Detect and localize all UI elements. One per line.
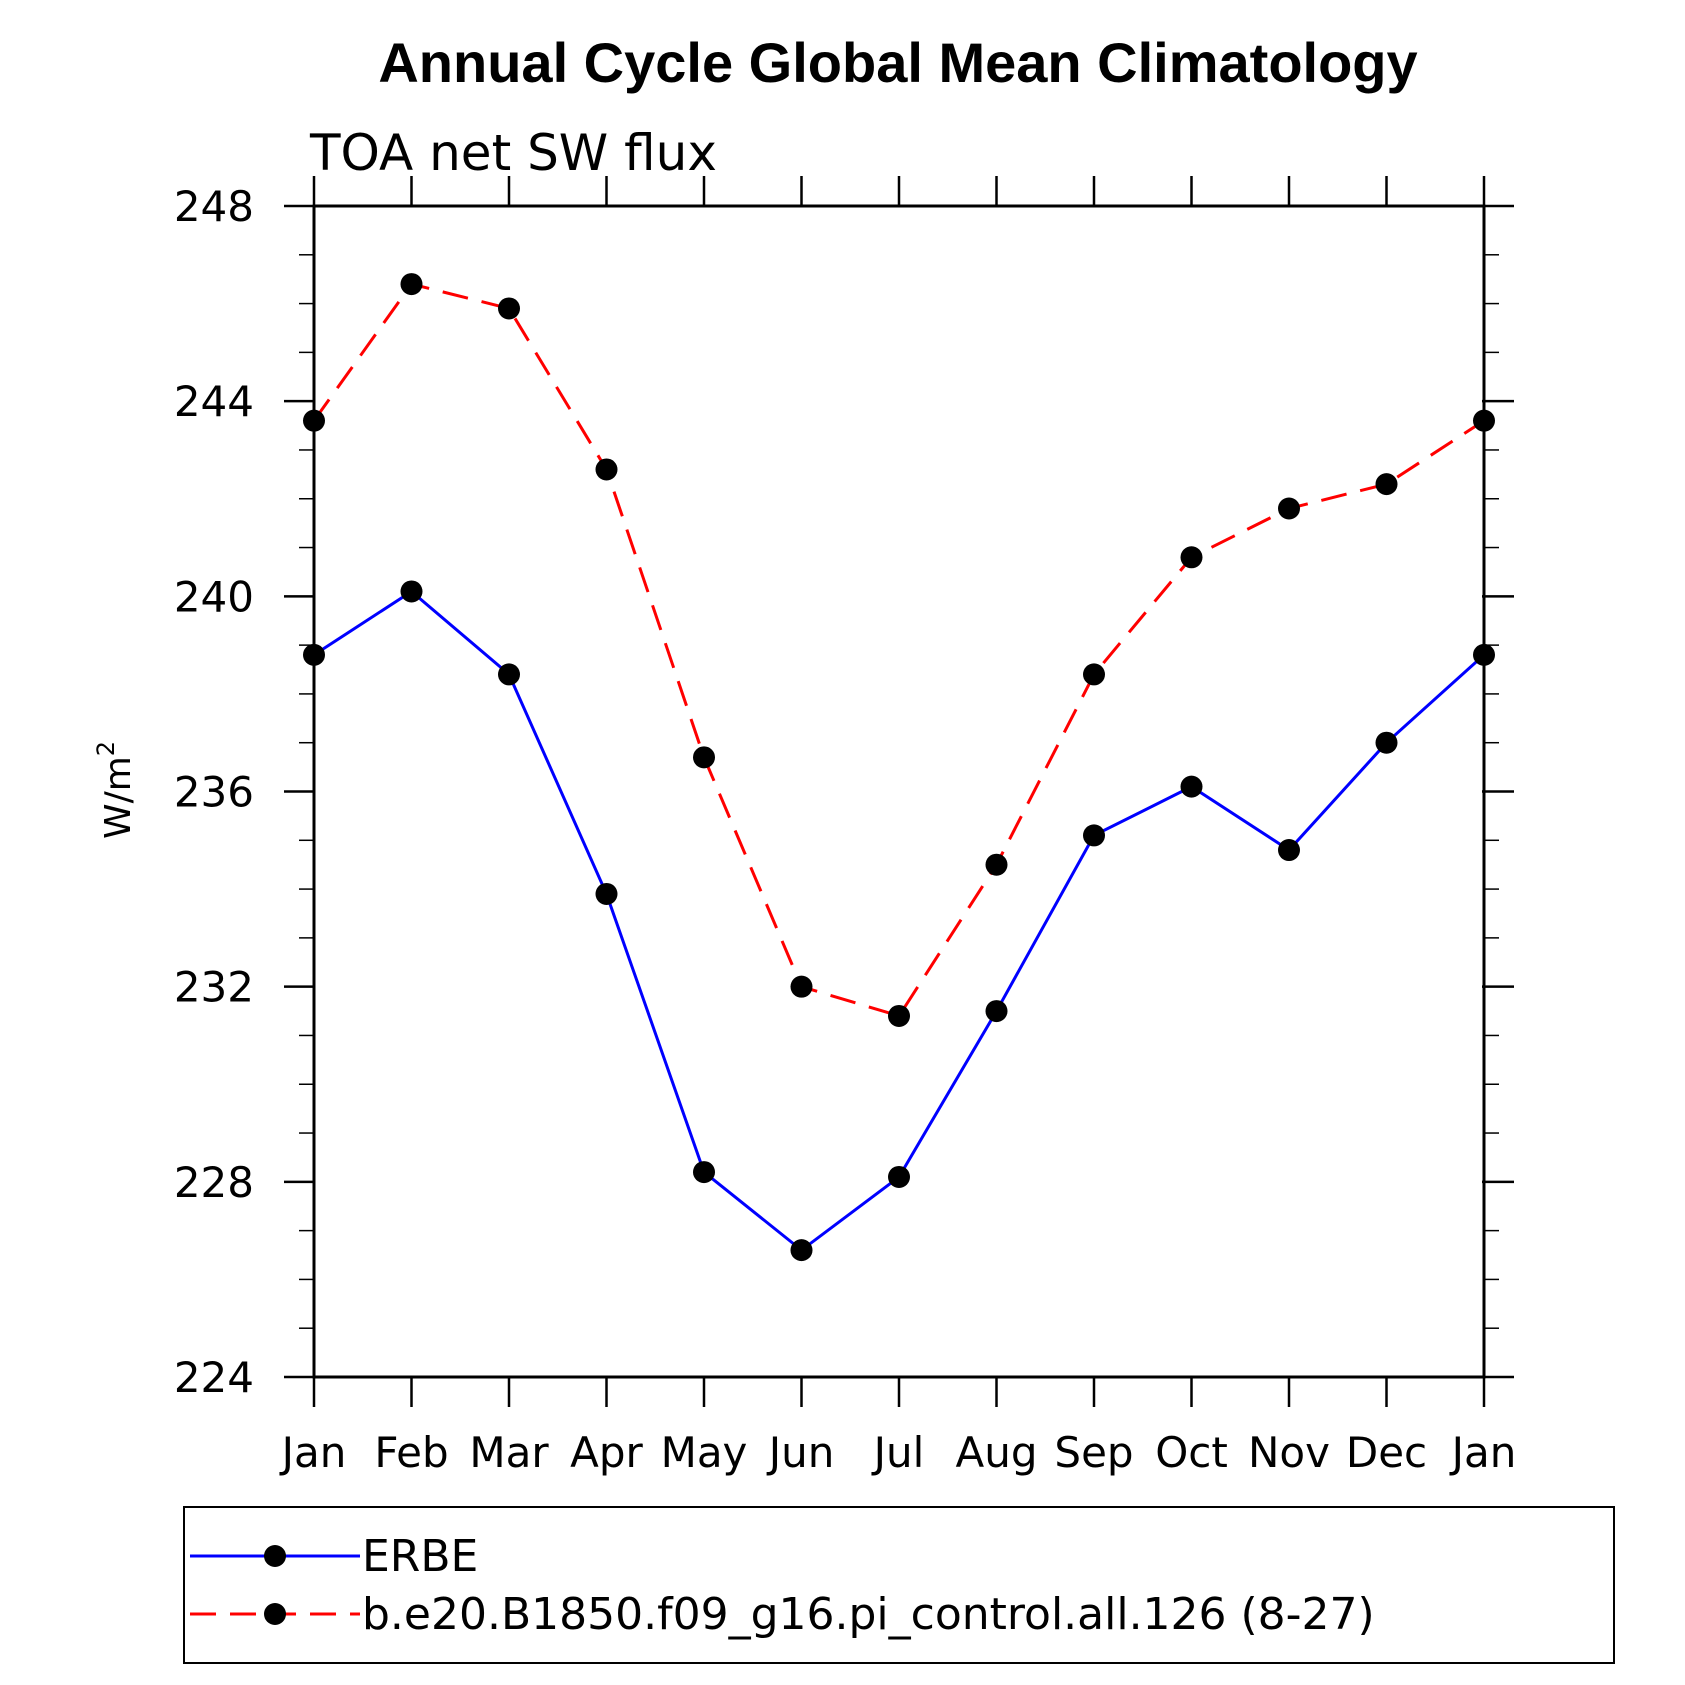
x-tick-label: May — [661, 1428, 748, 1477]
y-tick-label: 232 — [174, 963, 254, 1012]
y-axis-label-superscript: 2 — [92, 741, 120, 756]
series-1-point — [985, 1000, 1008, 1023]
series-1-point — [693, 1161, 715, 1184]
series-1-point — [303, 643, 325, 666]
x-tick-label: Oct — [1155, 1428, 1228, 1477]
series-2-point — [1375, 473, 1398, 496]
series-2-point — [888, 1004, 910, 1027]
series-1-point — [888, 1165, 910, 1188]
y-tick-label: 228 — [174, 1158, 254, 1207]
series-2-point — [303, 409, 325, 432]
series-1-point — [1278, 839, 1300, 862]
series-2-point — [400, 273, 423, 296]
series-1-point — [595, 882, 618, 905]
x-tick-label: Dec — [1346, 1428, 1427, 1477]
series-line-2 — [312, 282, 1485, 1018]
legend-label-2: b.e20.B1850.f09_g16.pi_control.all.126 (… — [362, 1589, 1375, 1640]
series-1-point — [400, 580, 423, 603]
x-tick-label: Feb — [374, 1428, 448, 1477]
series-2-point — [1180, 546, 1203, 569]
y-axis-label: W/m2 — [92, 741, 139, 839]
series-2-point — [1473, 409, 1495, 432]
series-line-1 — [313, 589, 1486, 1253]
x-tick-label: Sep — [1054, 1428, 1133, 1477]
series-1-point — [498, 663, 520, 686]
series-layer — [303, 273, 1495, 1262]
x-tick-label: Apr — [570, 1428, 643, 1477]
series-2-point — [1278, 497, 1300, 520]
x-tick-label: Aug — [955, 1428, 1037, 1477]
chart-title: Annual Cycle Global Mean Climatology — [378, 31, 1417, 94]
x-tick-label: Jul — [871, 1428, 925, 1477]
x-tick-label: Jun — [766, 1428, 835, 1477]
y-tick-label: 236 — [174, 768, 254, 817]
plot-frame — [312, 204, 1486, 1379]
legend-marker-2 — [264, 1603, 286, 1625]
series-2-point — [693, 746, 715, 769]
x-tick-label: Nov — [1248, 1428, 1330, 1477]
legend-box — [183, 1506, 1615, 1664]
series-2-point — [985, 853, 1008, 876]
series-2-point — [498, 297, 520, 320]
plot-area-border — [312, 204, 1486, 1379]
y-tick-label: 244 — [174, 377, 254, 426]
series-1-point — [1180, 775, 1203, 798]
chart-subtitle: TOA net SW flux — [309, 124, 717, 182]
legend-items: ERBE b.e20.B1850.f09_g16.pi_control.all.1… — [190, 1531, 1375, 1640]
series-2-point — [595, 458, 618, 481]
tick-layer: 224 228 232 236 240 244 248 Jan Feb Mar Apr May Jun J… — [174, 176, 1517, 1477]
series-2-point — [790, 975, 813, 998]
series-1-point — [1375, 731, 1398, 754]
x-tick-label: Jan — [1449, 1428, 1517, 1477]
series-1-point — [790, 1239, 813, 1262]
legend: ERBE b.e20.B1850.f09_g16.pi_control.all.1… — [183, 1506, 1615, 1664]
legend-marker-1 — [264, 1545, 286, 1567]
y-tick-label: 240 — [174, 572, 254, 621]
x-tick-label: Jan — [279, 1428, 347, 1477]
series-1-point — [1083, 824, 1105, 847]
legend-label-1: ERBE — [362, 1531, 478, 1582]
series-1-point — [1473, 643, 1495, 666]
y-axis-label-base: W/m — [98, 756, 139, 839]
series-2-point — [1083, 663, 1105, 686]
y-tick-label: 248 — [174, 182, 254, 231]
x-tick-label: Mar — [469, 1428, 549, 1477]
y-tick-label: 224 — [174, 1353, 254, 1402]
